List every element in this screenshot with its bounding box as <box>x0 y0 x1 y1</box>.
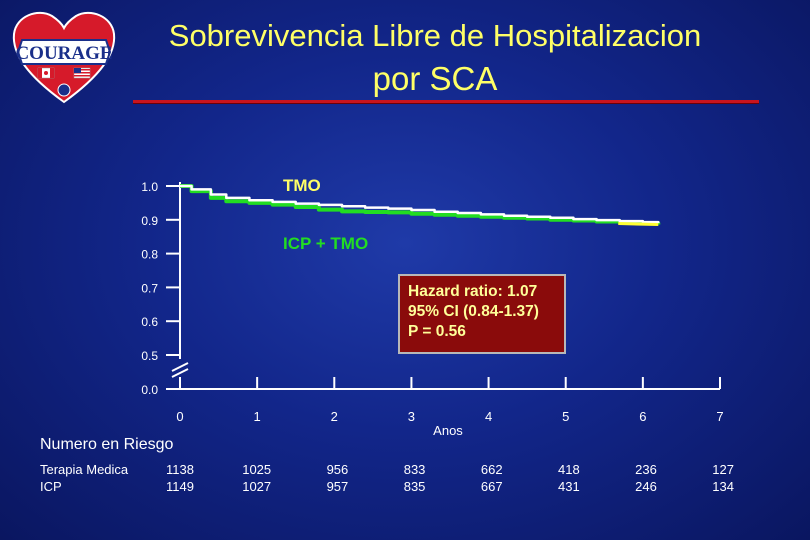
x-tick-label: 4 <box>485 409 492 424</box>
x-tick-label: 0 <box>176 409 183 424</box>
risk-cell: 127 <box>712 462 734 477</box>
va-seal-icon <box>57 83 71 97</box>
risk-cell: 1149 <box>166 479 194 494</box>
series-line-icp-tmo <box>180 184 661 226</box>
series-label-icp-tmo: ICP + TMO <box>283 234 368 253</box>
series-line-tmo <box>180 184 660 224</box>
risk-row-label-icp: ICP <box>40 479 62 494</box>
title-line-1: Sobrevivencia Libre de Hospitalizacion <box>168 18 702 53</box>
risk-cell: 957 <box>326 479 349 494</box>
logo-text: COURAGE <box>15 43 112 64</box>
chart-lines <box>180 184 661 227</box>
series-label-tmo: TMO <box>283 176 321 195</box>
series-tail-highlight <box>618 222 659 227</box>
y-tick-label: 0.6 <box>141 315 158 329</box>
chart-axes <box>171 182 720 390</box>
risk-cell: 833 <box>403 462 426 477</box>
risk-cell: 134 <box>712 479 734 494</box>
axis-break-mark <box>171 368 189 378</box>
risk-cell: 418 <box>558 462 580 477</box>
axis-break-mark <box>171 362 189 372</box>
y-tick-label: 0.7 <box>141 281 158 295</box>
risk-cell: 667 <box>480 479 503 494</box>
risk-table-title: Numero en Riesgo <box>40 436 174 453</box>
p-value-text: P = 0.56 <box>408 323 466 340</box>
title-rule <box>133 100 759 103</box>
x-tick-label: 7 <box>716 409 723 424</box>
y-tick-label: 0.5 <box>141 349 158 363</box>
x-tick-label: 1 <box>254 409 261 424</box>
hazard-ratio-text: Hazard ratio: 1.07 <box>408 283 538 300</box>
risk-cell: 1138 <box>166 462 194 477</box>
x-tick-label: 3 <box>408 409 415 424</box>
x-tick-label: 2 <box>331 409 338 424</box>
risk-row-label-medica: Terapia Medica <box>40 462 129 477</box>
risk-cell: 835 <box>403 479 426 494</box>
x-tick-label: 5 <box>562 409 569 424</box>
risk-cell: 236 <box>635 462 657 477</box>
risk-cell: 1025 <box>242 462 272 477</box>
title-line-2: por SCA <box>372 60 498 97</box>
risk-cell: 956 <box>326 462 349 477</box>
risk-cell: 662 <box>480 462 503 477</box>
risk-cell: 246 <box>635 479 657 494</box>
risk-cell: 1027 <box>242 479 272 494</box>
hazard-ratio-box: Hazard ratio: 1.07 95% CI (0.84-1.37) P … <box>398 274 566 354</box>
risk-cell: 431 <box>558 479 580 494</box>
y-tick-label: 1.0 <box>141 180 158 194</box>
confidence-interval-text: 95% CI (0.84-1.37) <box>408 303 539 320</box>
y-tick-label: 0.9 <box>141 214 158 228</box>
x-axis-label: Anos <box>433 423 463 438</box>
y-tick-label: 0.8 <box>141 248 158 262</box>
x-tick-label: 6 <box>639 409 646 424</box>
chart-ticks: 1.0 0.9 0.8 0.7 0.6 0.5 0.0 0 1 2 3 4 5 6 7 <box>141 180 723 424</box>
y-tick-label: 0.0 <box>141 383 158 397</box>
courage-logo: COURAGE <box>12 11 116 104</box>
